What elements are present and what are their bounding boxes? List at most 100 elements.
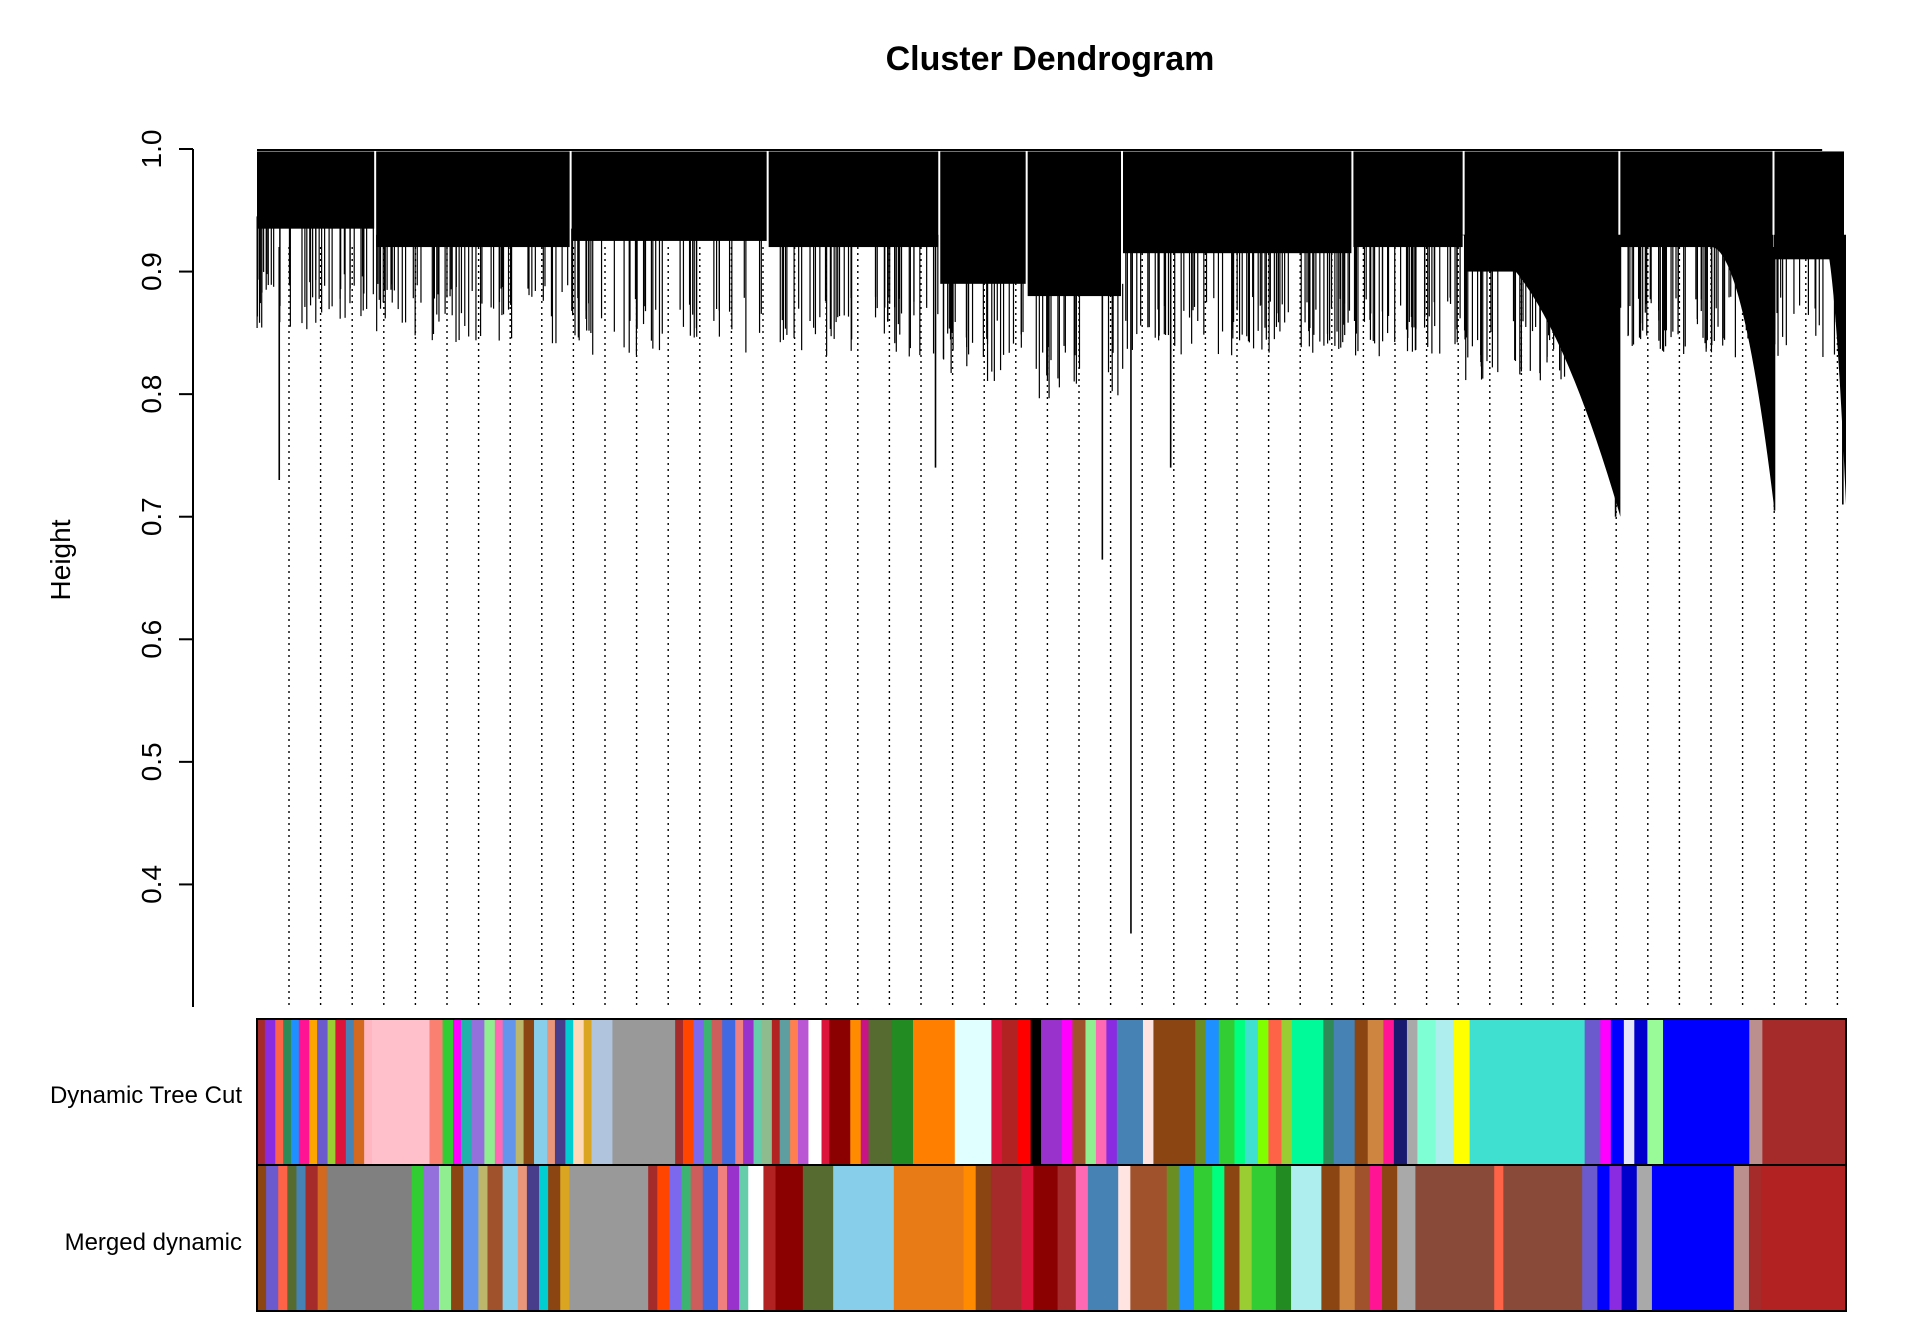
- color-segment: [1194, 1165, 1213, 1311]
- color-segment: [693, 1019, 705, 1165]
- color-segment: [1166, 1165, 1180, 1311]
- y-tick-label: 0.9: [136, 252, 167, 291]
- color-segment: [442, 1019, 454, 1165]
- color-segment: [1749, 1019, 1763, 1165]
- color-segment: [743, 1019, 755, 1165]
- color-segment: [833, 1165, 895, 1311]
- color-segment: [1030, 1019, 1042, 1165]
- row-label-merged-dynamic: Merged dynamic: [65, 1229, 242, 1256]
- color-row: [256, 1018, 1847, 1166]
- color-segment: [1251, 1165, 1277, 1311]
- color-segment: [1762, 1019, 1847, 1165]
- color-segment: [460, 1019, 472, 1165]
- y-axis-ticks: 0.4 0.5 0.6 0.7 0.8 0.9 1.0: [136, 130, 193, 904]
- color-segment: [1354, 1165, 1371, 1311]
- color-segment: [802, 1165, 834, 1311]
- color-segment: [1748, 1165, 1762, 1311]
- color-segment: [1382, 1165, 1398, 1311]
- color-segment: [487, 1165, 504, 1311]
- color-segment: [539, 1165, 549, 1311]
- color-segment: [829, 1019, 851, 1165]
- y-tick-label: 0.7: [136, 497, 167, 536]
- color-segment: [1205, 1019, 1220, 1165]
- color-segment: [554, 1019, 566, 1165]
- color-segment: [317, 1165, 328, 1311]
- color-segment: [335, 1019, 347, 1165]
- color-segment: [1224, 1165, 1241, 1311]
- branch-cluster: [1620, 151, 1773, 248]
- color-segment: [453, 1019, 462, 1165]
- color-segment: [1623, 1019, 1635, 1165]
- color-segment: [423, 1165, 440, 1311]
- color-segment: [1291, 1019, 1324, 1165]
- color-segment: [1369, 1165, 1383, 1311]
- color-segment: [612, 1019, 676, 1165]
- color-segment: [1453, 1019, 1471, 1165]
- color-segment: [523, 1019, 535, 1165]
- color-segment: [257, 1019, 266, 1165]
- color-segment: [264, 1019, 276, 1165]
- color-segment: [1610, 1019, 1625, 1165]
- color-segment: [517, 1165, 528, 1311]
- color-segment: [1001, 1019, 1019, 1165]
- color-segment: [1621, 1165, 1638, 1311]
- color-segment: [1085, 1019, 1097, 1165]
- color-segment: [583, 1019, 593, 1165]
- color-segment: [681, 1165, 692, 1311]
- color-segment: [502, 1019, 517, 1165]
- color-segment: [526, 1165, 540, 1311]
- color-segment: [808, 1019, 823, 1165]
- color-segment: [1323, 1019, 1335, 1165]
- color-segment: [1600, 1019, 1612, 1165]
- color-segment: [739, 1165, 749, 1311]
- color-segment: [429, 1019, 444, 1165]
- leaf-guide-lines: [288, 247, 1839, 1007]
- branch-cluster: [257, 151, 375, 229]
- color-segment: [1033, 1165, 1059, 1311]
- color-segment: [1321, 1165, 1341, 1311]
- y-axis-label: Height: [45, 519, 76, 600]
- color-segment: [1212, 1165, 1225, 1311]
- y-tick-label: 0.5: [136, 742, 167, 781]
- branch-cluster: [768, 151, 939, 248]
- color-segment: [438, 1165, 452, 1311]
- color-segment: [257, 1165, 267, 1311]
- color-segment: [1142, 1019, 1155, 1165]
- color-segment: [790, 1019, 799, 1165]
- color-segment: [1234, 1019, 1246, 1165]
- color-segment: [1339, 1165, 1356, 1311]
- color-segment: [648, 1165, 658, 1311]
- color-segment: [266, 1165, 279, 1311]
- y-tick-label: 0.4: [136, 865, 167, 904]
- color-segment: [850, 1019, 862, 1165]
- color-segment: [690, 1165, 704, 1311]
- color-segment: [1072, 1019, 1087, 1165]
- color-segment: [669, 1165, 683, 1311]
- dendrogram-branches: [257, 149, 1846, 517]
- color-segment: [298, 1019, 310, 1165]
- color-segment: [1663, 1019, 1750, 1165]
- color-segment: [1609, 1165, 1623, 1311]
- color-segment: [345, 1019, 355, 1165]
- color-segment: [275, 1019, 284, 1165]
- color-segment: [717, 1165, 728, 1311]
- color-segment: [990, 1165, 1022, 1311]
- branch-cluster: [1027, 151, 1122, 297]
- color-segment: [1239, 1165, 1253, 1311]
- branch-cluster: [1353, 151, 1463, 248]
- color-segment: [771, 1019, 781, 1165]
- color-segment: [548, 1165, 561, 1311]
- color-segment: [287, 1165, 298, 1311]
- color-segment: [1017, 1019, 1032, 1165]
- color-segment: [860, 1019, 870, 1165]
- color-segment: [591, 1019, 614, 1165]
- color-segment: [1415, 1165, 1495, 1311]
- color-segment: [868, 1019, 893, 1165]
- color-segment: [1268, 1019, 1283, 1165]
- color-segment: [1275, 1165, 1292, 1311]
- color-segment: [283, 1019, 292, 1165]
- color-segment: [797, 1019, 810, 1165]
- color-segment: [1393, 1019, 1408, 1165]
- color-segment: [1354, 1019, 1369, 1165]
